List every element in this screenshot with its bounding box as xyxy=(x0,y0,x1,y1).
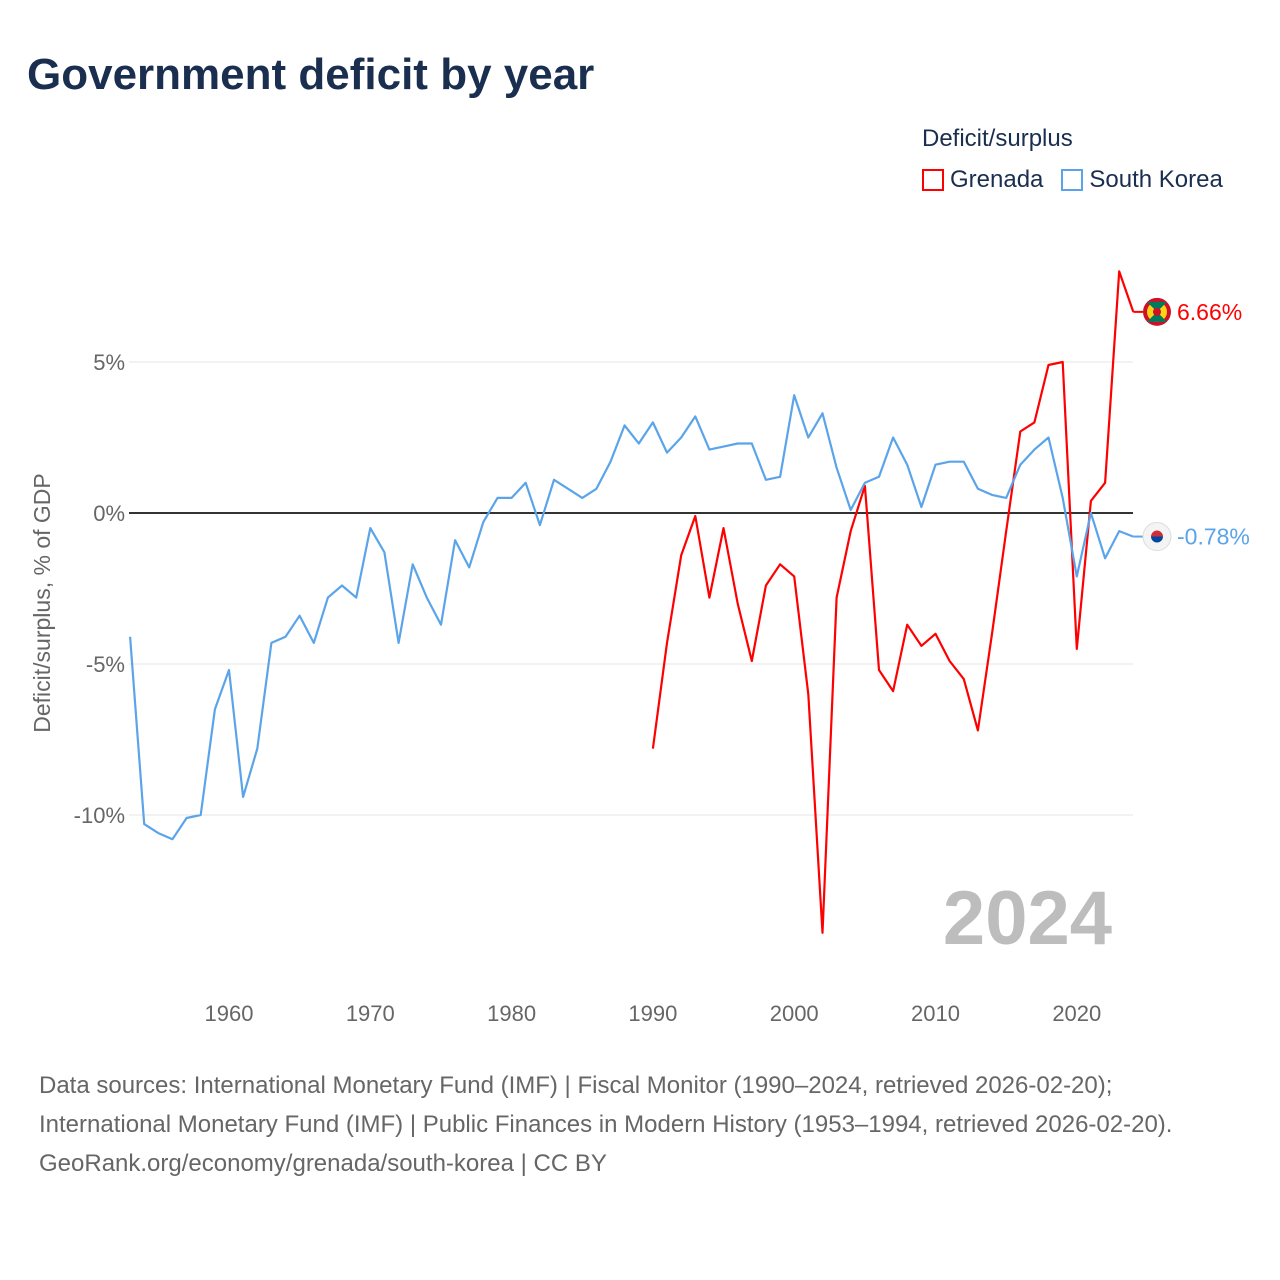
flag-center xyxy=(1153,307,1161,316)
sources: Data sources: International Monetary Fun… xyxy=(39,1066,1239,1183)
grenada-flag-icon xyxy=(1143,297,1171,326)
legend-label: South Korea xyxy=(1089,166,1223,193)
legend-item-grenada[interactable]: Grenada xyxy=(922,166,1043,194)
x-tick-label: 2000 xyxy=(770,1001,819,1026)
y-tick-label: 5% xyxy=(93,350,125,375)
attribution[interactable]: GeoRank.org/economy/grenada/south-korea … xyxy=(39,1150,607,1177)
source-line: Data sources: International Monetary Fun… xyxy=(39,1072,1113,1099)
x-tick-label: 2020 xyxy=(1052,1001,1101,1026)
legend-title: Deficit/surplus xyxy=(922,125,1073,152)
series-line-grenada xyxy=(651,270,1135,934)
legend-swatch-grenada xyxy=(922,169,944,191)
y-tick-label: 0% xyxy=(93,501,125,526)
year-watermark: 2024 xyxy=(943,876,1112,961)
flag-taegeuk-top xyxy=(1151,530,1163,537)
legend-label: Grenada xyxy=(950,166,1044,193)
x-tick-label: 1970 xyxy=(346,1001,395,1026)
legend: Grenada South Korea xyxy=(922,166,1223,194)
page-title: Government deficit by year xyxy=(27,50,595,99)
x-tick-label: 1980 xyxy=(487,1001,536,1026)
legend-item-south-korea[interactable]: South Korea xyxy=(1061,166,1223,194)
x-tick-label: 2010 xyxy=(911,1001,960,1026)
x-tick-label: 1990 xyxy=(628,1001,677,1026)
source-line: International Monetary Fund (IMF) | Publ… xyxy=(39,1111,1173,1138)
end-value-label: 6.66% xyxy=(1177,299,1242,325)
flag-taegeuk-bottom xyxy=(1151,536,1163,543)
south-korea-flag-icon xyxy=(1142,522,1172,552)
y-tick-label: -10% xyxy=(74,803,125,828)
legend-swatch-south-korea xyxy=(1061,169,1084,191)
y-tick-label: -5% xyxy=(86,652,125,677)
y-axis-label: Deficit/surplus, % of GDP xyxy=(29,473,55,732)
series-line-south-korea xyxy=(129,394,1134,841)
plot-area: 5% 0% -5% -10% 1960 1970 1980 1990 2000 2010 2020 D… xyxy=(29,270,1250,1026)
end-value-label: -0.78% xyxy=(1177,524,1250,550)
x-tick-label: 1960 xyxy=(205,1001,254,1026)
